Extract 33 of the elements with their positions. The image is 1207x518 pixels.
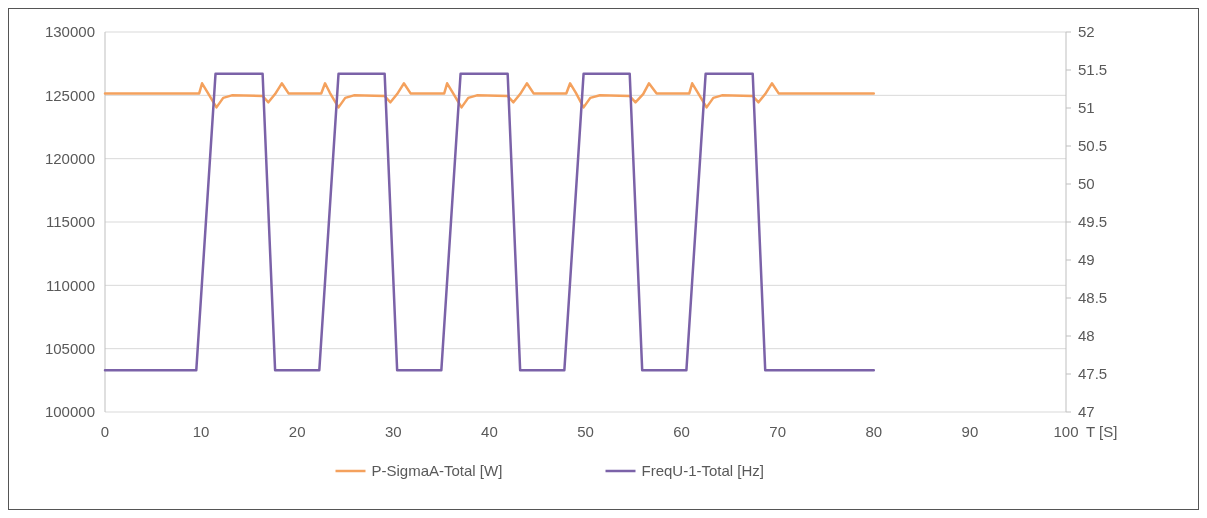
y2-tick-label: 49: [1078, 251, 1095, 269]
y-tick-label: 115000: [46, 213, 95, 231]
x-tick-label: 70: [769, 423, 787, 440]
y2-tick-label: 48: [1078, 327, 1095, 345]
y2-tick-label: 52: [1078, 23, 1095, 41]
x-tick-label: 100: [1053, 423, 1079, 440]
x-tick-label: 40: [481, 423, 498, 440]
y2-tick-label: 48.5: [1078, 289, 1108, 307]
y-tick-label: 130000: [44, 23, 95, 41]
y2-tick-label: 47: [1078, 403, 1095, 421]
y2-tick-label: 49.5: [1078, 213, 1108, 231]
legend-label: P-SigmaA-Total [W]: [371, 462, 503, 480]
y-tick-label: 105000: [44, 339, 95, 357]
y2-tick-label: 51: [1078, 99, 1095, 117]
x-tick-label: 0: [100, 423, 110, 440]
x-tick-label: 30: [384, 423, 402, 440]
y-tick-label: 120000: [44, 149, 95, 167]
x-tick-label: 60: [673, 423, 690, 440]
x-tick-label: 90: [961, 423, 979, 440]
y2-tick-label: 47.5: [1078, 365, 1108, 383]
line-series: [103, 82, 876, 109]
legend-label: FreqU-1-Total [Hz]: [641, 462, 765, 480]
x-tick-label: 20: [288, 423, 306, 440]
y-tick-label: 100000: [44, 403, 95, 421]
x-tick-label: 50: [577, 423, 594, 440]
x-axis-title: T [S]: [1086, 423, 1118, 440]
x-tick-label: 80: [865, 423, 883, 440]
x-tick-label: 10: [192, 423, 210, 440]
y2-tick-label: 50.5: [1078, 137, 1108, 155]
y-tick-label: 110000: [46, 276, 95, 294]
y2-tick-label: 50: [1078, 175, 1095, 193]
y2-tick-label: 51.5: [1078, 61, 1108, 79]
y-tick-label: 125000: [44, 86, 95, 104]
